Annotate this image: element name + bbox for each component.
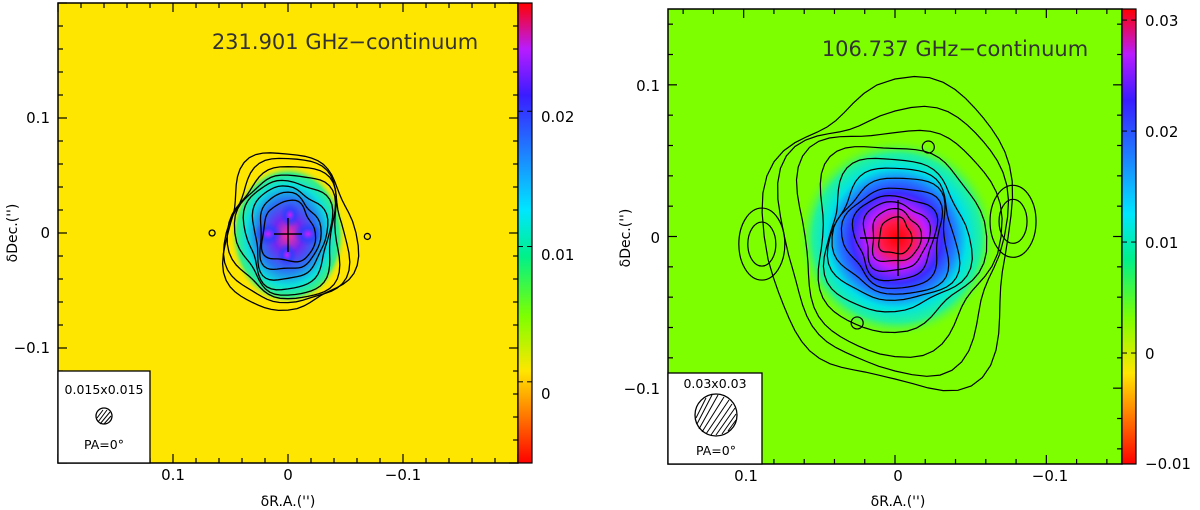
- beam-pa-label: PA=0°: [84, 437, 124, 452]
- panel-title: 106.737 GHz−continuum: [822, 37, 1088, 61]
- beam-hatching: [96, 409, 112, 425]
- axis-ticks: [57, 2, 519, 464]
- colorbar-tick-label: 0.01: [541, 246, 574, 264]
- isolated-contour: [208, 229, 216, 237]
- y-tick-label: −0.1: [624, 380, 660, 398]
- contour-level: [795, 129, 1003, 358]
- y-axis-label: δDec.(''): [5, 204, 21, 263]
- contour-level: [259, 191, 322, 271]
- isolated-contour: [998, 198, 1028, 244]
- beam-pa-label: PA=0°: [696, 443, 736, 458]
- contour-level: [233, 174, 337, 296]
- contour-level: [221, 152, 360, 312]
- contour-level: [871, 207, 923, 263]
- panel-106ghz: 106.737 GHz−continuum 0.1 0 −0.1 −0.1 0 …: [618, 8, 1191, 510]
- contour-level: [761, 75, 1014, 392]
- beam-hatching: [695, 394, 737, 436]
- x-tick-label: 0: [283, 466, 293, 484]
- isolated-contour: [921, 140, 935, 154]
- beam-box: 0.015x0.015 PA=0°: [57, 370, 151, 464]
- colorbar-tick-label: 0.02: [1145, 123, 1178, 141]
- colorbar-tick-label: −0.01: [1145, 455, 1191, 473]
- x-tick-label: 0.1: [734, 467, 758, 485]
- x-tick-label: −0.1: [385, 466, 421, 484]
- contour-level: [242, 179, 334, 291]
- isolated-contour: [989, 184, 1037, 258]
- beam-box: 0.03x0.03 PA=0°: [667, 372, 763, 465]
- contour-level: [826, 167, 961, 301]
- x-axis-label: δR.A.(''): [871, 494, 926, 510]
- y-tick-label: −0.1: [14, 339, 50, 357]
- contour-level: [222, 157, 351, 304]
- contour-level: [840, 187, 944, 289]
- colorbar-tick-label: 0: [541, 385, 551, 403]
- contour-level: [862, 201, 932, 273]
- x-tick-label: 0: [893, 467, 903, 485]
- beam-size-label: 0.03x0.03: [683, 376, 746, 391]
- contour-level: [831, 177, 950, 295]
- contour-level: [251, 185, 329, 281]
- phase-center-cross: [274, 218, 302, 252]
- y-tick-label: 0.1: [26, 109, 50, 127]
- core-bright-lobe: [277, 243, 297, 267]
- y-tick-label: 0.1: [636, 77, 660, 95]
- colorbar-ticks: [518, 110, 532, 383]
- colorbar-tick-label: 0.01: [1145, 234, 1178, 252]
- y-axis-label: δDec.(''): [618, 209, 634, 268]
- y-tick-label: 0: [650, 229, 660, 247]
- y-tick-label: 0: [40, 224, 50, 242]
- isolated-contour: [747, 221, 777, 267]
- contour-level: [226, 166, 341, 300]
- panel-231ghz: 231.901 GHz−continuum 0.1 0 −0.1 −0.1 0 …: [5, 2, 574, 510]
- contour-level: [878, 216, 913, 255]
- contour-lines: [208, 152, 372, 312]
- x-tick-label: 0.1: [161, 466, 185, 484]
- contour-level: [851, 194, 939, 282]
- colorbar: [1121, 8, 1137, 465]
- beam-size-label: 0.015x0.015: [65, 382, 144, 397]
- contour-level: [817, 146, 988, 334]
- colorbar-tick-label: 0.02: [541, 108, 574, 126]
- x-axis-label: δR.A.(''): [261, 494, 316, 510]
- core-bright-lobe: [280, 203, 300, 227]
- colorbar: [517, 2, 533, 464]
- phase-center-cross: [860, 200, 938, 276]
- x-tick-label: −0.1: [1032, 467, 1068, 485]
- colorbar-tick-label: 0: [1145, 345, 1155, 363]
- colorbar-tick-label: 0.03: [1145, 12, 1178, 30]
- colorbar-ticks: [1122, 19, 1136, 465]
- contour-level: [822, 157, 973, 313]
- beam-ellipse: [694, 393, 738, 437]
- isolated-contour: [850, 316, 864, 330]
- contour-lines: [738, 75, 1037, 392]
- panel-title: 231.901 GHz−continuum: [212, 30, 478, 54]
- isolated-contour: [363, 232, 372, 241]
- contour-level: [260, 199, 317, 263]
- isolated-contour: [738, 207, 786, 281]
